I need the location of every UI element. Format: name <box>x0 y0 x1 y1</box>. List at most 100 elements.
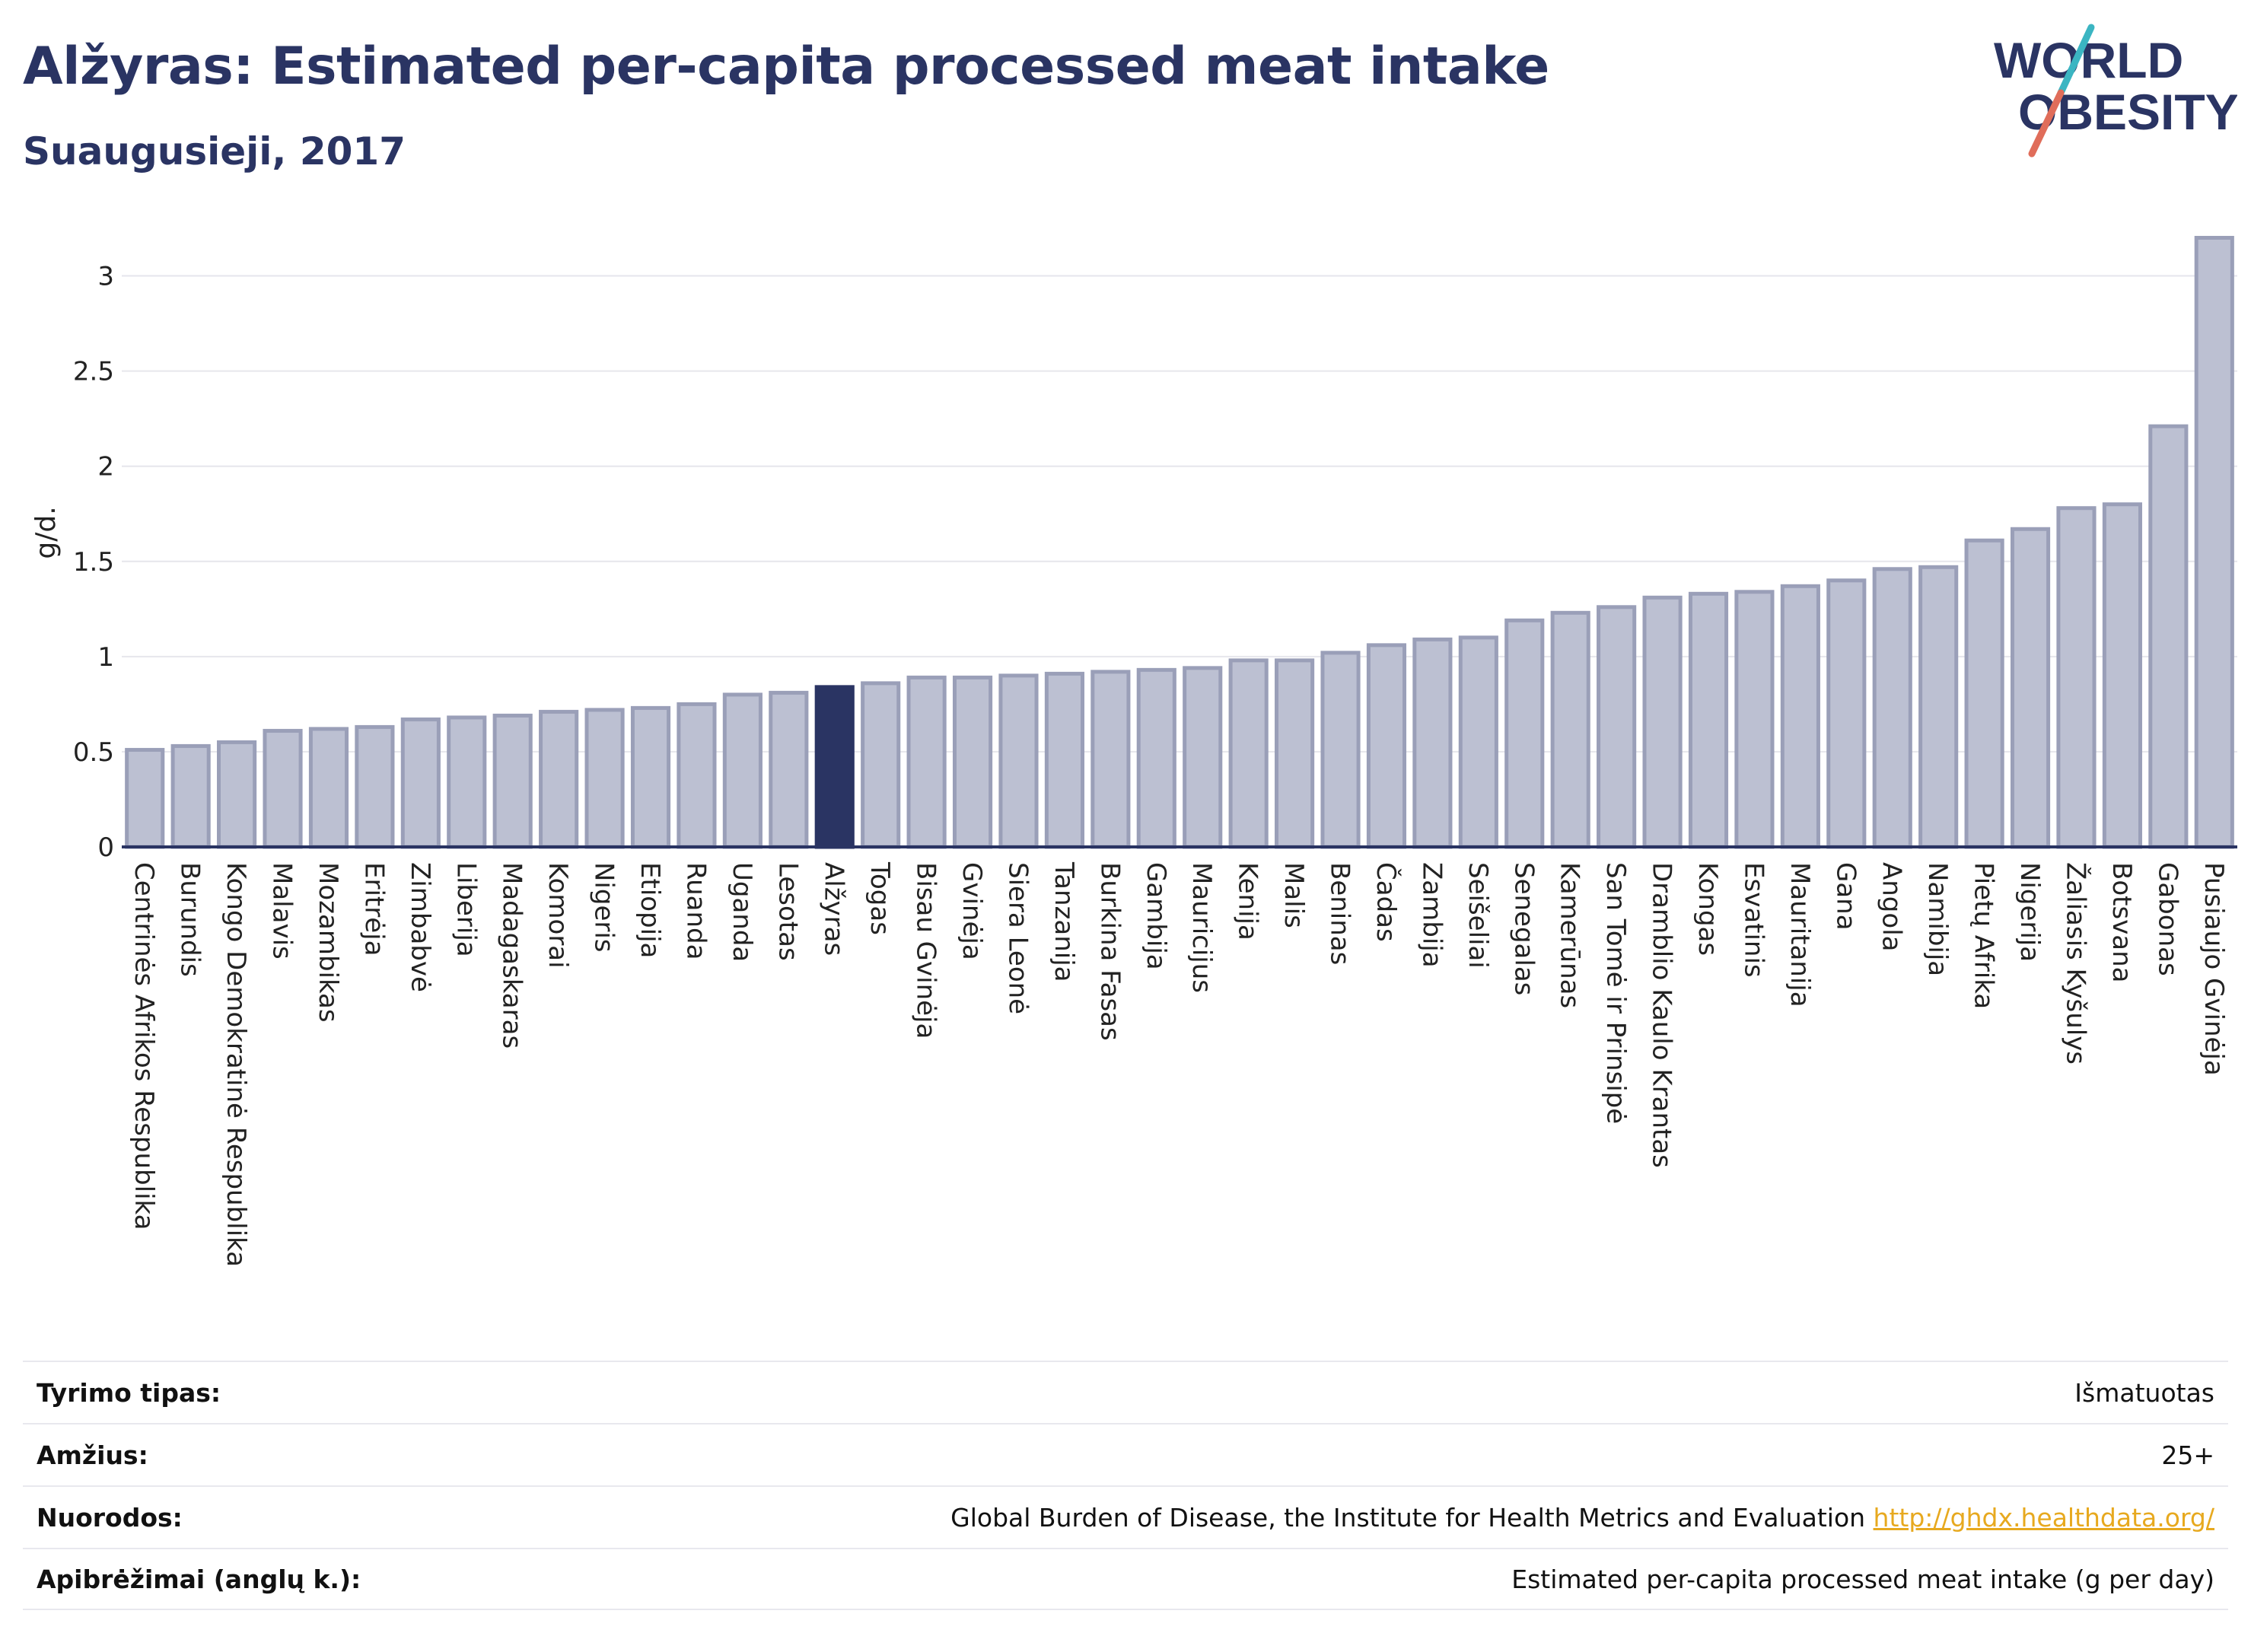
info-key: Apibrėžimai (anglų k.): <box>37 1564 361 1594</box>
x-tick-label: Seišeliai <box>1463 862 1493 969</box>
x-tick-label: Mauricijus <box>1186 862 1217 993</box>
bar <box>1872 567 1912 849</box>
y-tick-label: 0 <box>97 832 114 863</box>
x-tick-label: Komorai <box>543 862 573 969</box>
x-tick-label: Malavis <box>267 862 298 960</box>
x-tick-label: Liberija <box>451 862 481 957</box>
bar <box>125 747 165 849</box>
x-tick-label: Kamerūnas <box>1555 862 1585 1008</box>
info-value-wrapper: Global Burden of Disease, the Institute … <box>950 1503 2214 1533</box>
x-tick-label: Alžyras <box>819 862 849 956</box>
x-tick-label: Beninas <box>1325 862 1355 965</box>
info-key: Amžius: <box>37 1440 148 1470</box>
info-key: Tyrimo tipas: <box>37 1377 221 1408</box>
y-tick-label: 2.5 <box>73 357 114 387</box>
chart-subtitle: Suaugusieji, 2017 <box>23 129 406 173</box>
y-tick-label: 0.5 <box>73 737 114 768</box>
bar <box>1366 643 1407 849</box>
bar <box>355 724 395 849</box>
bar <box>1780 584 1820 849</box>
bar <box>584 708 625 849</box>
bar <box>1458 635 1498 849</box>
bar <box>814 685 855 849</box>
y-tick-label: 2 <box>97 452 114 482</box>
bar <box>1597 605 1637 849</box>
bar <box>492 713 533 849</box>
x-tick-label: Zambija <box>1416 862 1447 968</box>
x-tick-label: Žaliasis Kyšulys <box>2060 862 2091 1065</box>
bar <box>2056 506 2097 849</box>
x-tick-label: Nigerija <box>2014 862 2045 962</box>
bar <box>630 705 671 849</box>
x-tick-label: Ruanda <box>680 862 711 960</box>
bar <box>2148 424 2189 849</box>
x-tick-label: Gambija <box>1141 862 1171 970</box>
x-tick-label: Tanzanija <box>1049 861 1079 982</box>
x-tick-label: Čadas <box>1371 862 1402 942</box>
bar <box>1642 595 1683 849</box>
bar <box>952 675 993 849</box>
bar <box>861 681 901 849</box>
bar <box>1734 590 1775 849</box>
x-tick-label: Centrinės Afrikos Respublika <box>129 862 159 1230</box>
x-tick-label: Bisau Gvinėja <box>911 862 941 1039</box>
bar-chart: 0 0.5 1 1.5 2 2.5 3 g/d. Centrinės Afrikos Respu… <box>30 236 2237 1267</box>
info-value: Išmatuotas <box>2074 1377 2214 1408</box>
x-tick-label: Dramblio Kaulo Krantas <box>1647 862 1677 1168</box>
bar <box>769 690 809 849</box>
x-tick-label: San Tomė ir Prinsipė <box>1600 862 1631 1124</box>
y-axis-label: g/d. <box>30 506 62 559</box>
x-tick-label: Burkina Fasas <box>1094 862 1125 1041</box>
bar <box>263 728 303 849</box>
bar <box>722 692 763 849</box>
x-tick-label: Uganda <box>727 862 757 962</box>
x-tick-label: Zimbabvė <box>405 862 435 992</box>
bar <box>1964 538 2004 849</box>
bar <box>2010 527 2051 849</box>
bar <box>400 717 441 849</box>
y-tick-label: 1.5 <box>73 547 114 578</box>
x-tick-label: Kongo Demokratinė Respublika <box>221 862 251 1267</box>
reference-link[interactable]: http://ghdx.healthdata.org/ <box>1873 1502 2214 1533</box>
bar <box>1826 578 1867 849</box>
logo-slash-coral <box>2028 89 2065 158</box>
x-tick-label: Nigeris <box>589 862 619 953</box>
x-tick-label: Senegalas <box>1508 862 1539 995</box>
bar <box>1044 671 1084 849</box>
bar <box>1320 651 1361 849</box>
x-tick-label: Lesotas <box>772 862 803 961</box>
bar <box>1504 618 1545 849</box>
bar <box>1090 670 1131 849</box>
x-tick-label: Gvinėja <box>957 862 987 960</box>
x-tick-label: Pietų Afrika <box>1969 862 1999 1009</box>
bar <box>1136 667 1176 849</box>
bar <box>906 675 947 849</box>
bar <box>308 727 349 849</box>
x-tick-label: Gabonas <box>2152 862 2183 976</box>
info-value: 25+ <box>2161 1440 2214 1470</box>
x-tick-label: Mauritanija <box>1785 862 1815 1007</box>
info-row-age: Amžius: 25+ <box>23 1423 2228 1485</box>
world-obesity-logo: WORLD OBESITY <box>1994 24 2237 158</box>
x-tick-label: Kenija <box>1233 862 1263 941</box>
bar <box>677 702 717 849</box>
x-tick-label: Togas <box>864 861 895 935</box>
x-tick-label: Angola <box>1877 862 1907 951</box>
bar <box>217 740 257 849</box>
info-row-references: Nuorodos: Global Burden of Disease, the … <box>23 1485 2228 1548</box>
x-tick-label: Madagaskaras <box>497 862 527 1049</box>
x-tick-label: Burundis <box>175 862 205 977</box>
x-tick-label: Eritrėja <box>358 862 389 956</box>
x-tick-label: Pusiaujo Gvinėja <box>2198 862 2229 1076</box>
bar <box>1412 637 1453 849</box>
bar <box>1688 591 1729 849</box>
bar <box>170 743 211 849</box>
x-tick-label: Kongas <box>1692 862 1723 956</box>
x-tick-label: Botsvana <box>2106 862 2137 983</box>
logo-word-world: WORLD <box>1994 32 2183 88</box>
info-table: Tyrimo tipas: Išmatuotas Amžius: 25+ Nuo… <box>23 1361 2228 1610</box>
y-tick-label: 3 <box>97 262 114 292</box>
info-key: Nuorodos: <box>37 1502 183 1533</box>
x-tick-label: Etiopija <box>635 862 665 958</box>
x-tick-label: Siera Leonė <box>1002 862 1033 1014</box>
